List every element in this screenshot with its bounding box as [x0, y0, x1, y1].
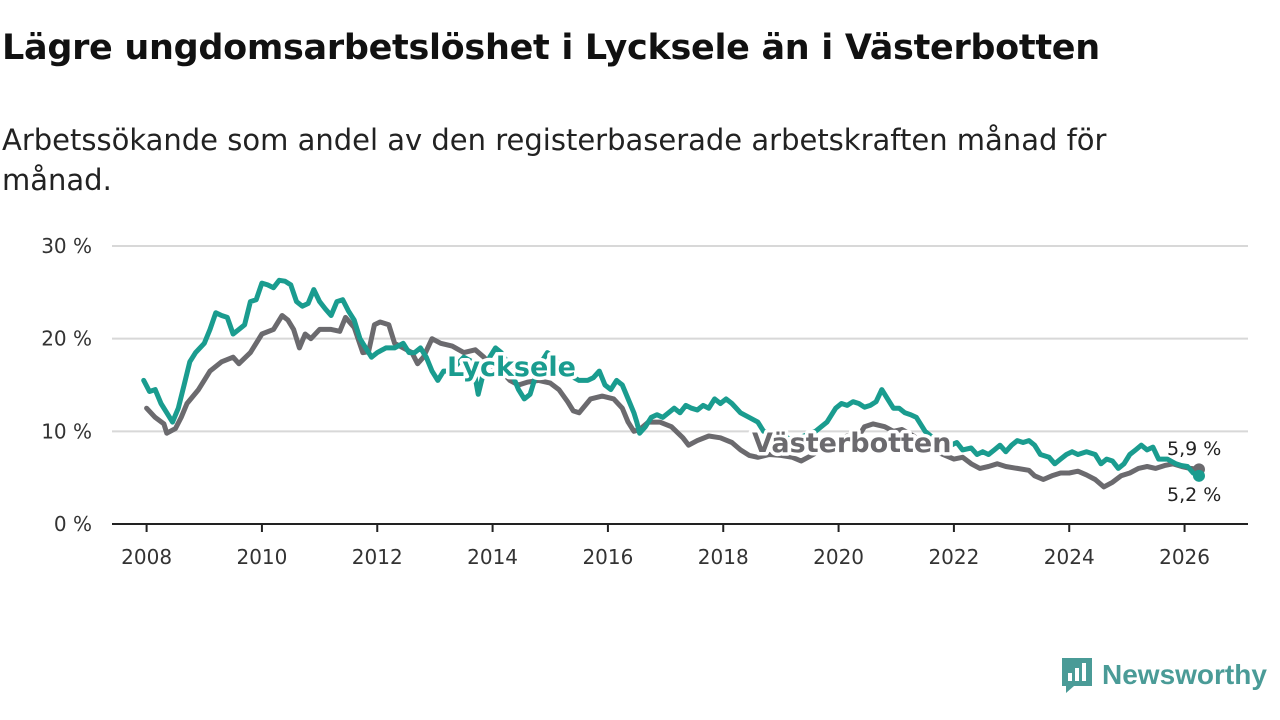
series-line-västerbotten	[144, 313, 1202, 490]
x-tick-label: 2026	[1159, 545, 1210, 569]
series-label-vasterbotten: Västerbotten	[752, 428, 951, 459]
x-tick-label: 2010	[236, 545, 287, 569]
end-label-vasterbotten: 5,9 %	[1167, 438, 1221, 460]
chart-title: Lägre ungdomsarbetslöshet i Lycksele än …	[2, 28, 1100, 68]
x-tick-label: 2024	[1044, 545, 1095, 569]
y-tick-label: 20 %	[41, 327, 92, 351]
series-end-point-lycksele	[1192, 469, 1205, 482]
brand-name: Newsworthy	[1102, 659, 1267, 690]
x-tick-label: 2008	[121, 545, 172, 569]
series-lines	[141, 277, 1205, 490]
x-tick-label: 2012	[352, 545, 403, 569]
x-tick-label: 2016	[582, 545, 633, 569]
y-tick-label: 10 %	[41, 419, 92, 443]
series-line-lycksele	[141, 277, 1202, 479]
y-tick-label: 0 %	[54, 512, 92, 536]
x-tick-label: 2018	[698, 545, 749, 569]
y-tick-label: 30 %	[41, 234, 92, 258]
newsworthy-brand[interactable]: Newsworthy	[1060, 655, 1267, 695]
y-axis-ticks: 0 % 10 % 20 % 30 %	[41, 234, 92, 536]
chart-subtitle: Arbetssökande som andel av den registerb…	[2, 123, 1107, 197]
series-labels: Västerbotten Lycksele 5,9 % 5,2 %	[444, 349, 1222, 507]
end-label-lycksele: 5,2 %	[1167, 484, 1221, 506]
grid-lines	[112, 245, 1248, 433]
x-tick-label: 2022	[928, 545, 979, 569]
series-label-lycksele: Lycksele	[447, 352, 576, 383]
x-axis: 2008 2010 2012 2014 2016 2018 2020 2022 2024 2026	[112, 523, 1248, 569]
x-tick-label: 2020	[813, 545, 864, 569]
x-tick-label: 2014	[467, 545, 518, 569]
newsworthy-logo-icon	[1062, 658, 1092, 693]
